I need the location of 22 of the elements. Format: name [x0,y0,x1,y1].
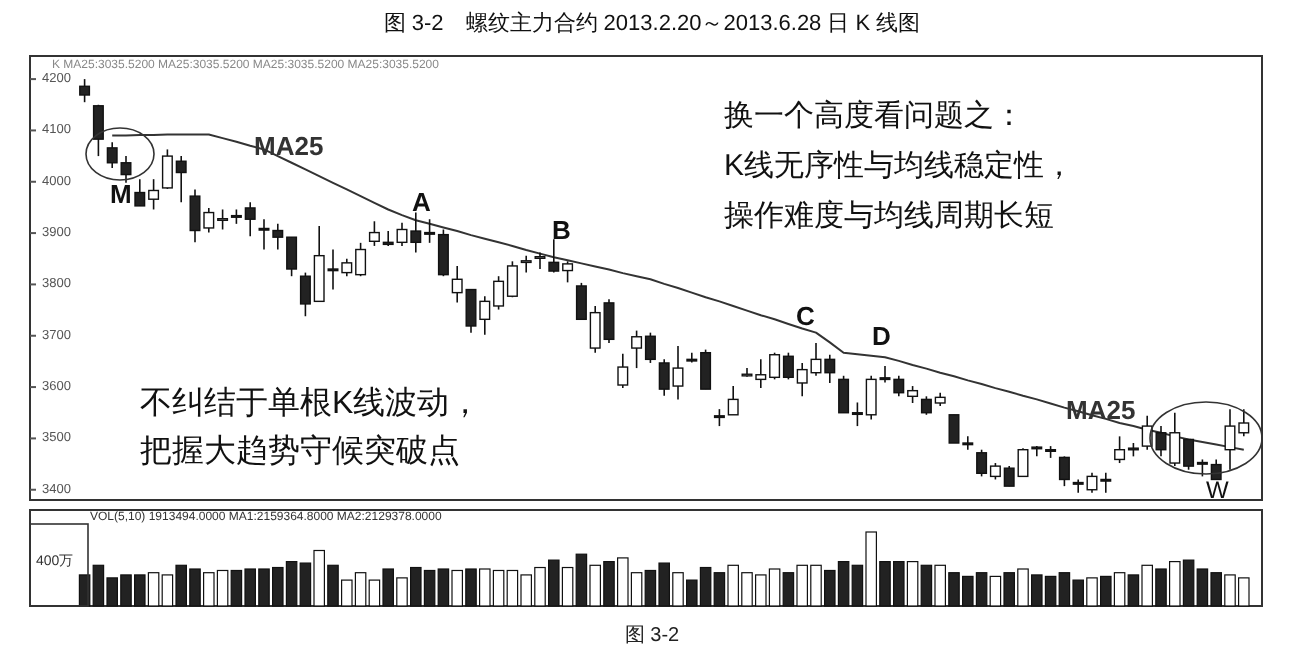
annotation: 把握大趋势守候突破点 [140,433,460,469]
annotation: K线无序性与均线稳定性， [724,149,1075,183]
annotation: 不纠结于单根K线波动， [140,385,482,421]
chart-title: 图 3-2 螺纹主力合约 2013.2.20～2013.6.28 日 K 线图 [383,10,921,36]
annotation: B [552,215,571,245]
candlestick [727,385,739,416]
candlestick [617,352,629,389]
annotation: 换一个高度看问题之： [724,99,1024,133]
candlestick [79,78,91,103]
annotation: A [412,187,432,217]
annotation: C [796,301,816,331]
annotation: D [872,321,891,351]
text: MA25 [1066,395,1136,425]
candlestick [534,251,546,270]
caption: 图 3-2 [624,625,681,647]
annotation: 操作难度与均线周期长短 [724,199,1054,233]
series-label: MA25 [254,131,324,161]
candlestick [520,254,532,274]
candlestick [1058,455,1070,487]
annotation: W [1206,476,1230,504]
annotation: M [110,179,132,209]
candlestick [368,220,380,247]
